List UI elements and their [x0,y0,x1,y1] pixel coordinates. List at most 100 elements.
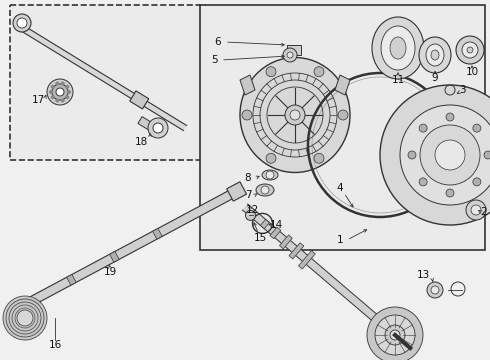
Circle shape [408,151,416,159]
Circle shape [466,200,486,220]
Polygon shape [152,229,162,239]
Circle shape [148,118,168,138]
Polygon shape [243,204,397,338]
Circle shape [6,299,44,337]
Circle shape [338,110,348,120]
Polygon shape [130,91,149,109]
Circle shape [314,67,324,77]
Circle shape [242,110,252,120]
Polygon shape [260,219,270,229]
Circle shape [65,95,69,99]
Circle shape [65,85,69,89]
Circle shape [431,286,439,294]
Text: 19: 19 [103,267,117,277]
Circle shape [367,307,423,360]
Circle shape [462,42,478,58]
Ellipse shape [431,50,439,60]
Polygon shape [67,274,76,285]
Circle shape [420,125,480,185]
Circle shape [17,18,27,28]
Circle shape [47,79,73,105]
Circle shape [266,153,276,163]
Circle shape [456,36,484,64]
Circle shape [52,84,68,100]
Circle shape [13,14,31,32]
Ellipse shape [240,58,350,172]
Circle shape [245,210,255,220]
Circle shape [61,81,65,85]
Text: 16: 16 [49,340,62,350]
Polygon shape [279,235,293,249]
Text: 2: 2 [481,207,488,217]
Circle shape [467,47,473,53]
Circle shape [290,110,300,120]
Circle shape [55,99,59,103]
Circle shape [314,153,324,163]
Circle shape [435,140,465,170]
Circle shape [67,90,71,94]
Circle shape [473,178,481,186]
Text: 1: 1 [337,235,343,245]
Circle shape [446,189,454,197]
Polygon shape [298,251,315,269]
Text: 15: 15 [254,233,267,243]
Circle shape [471,205,481,215]
Circle shape [3,296,47,340]
Circle shape [375,315,415,355]
Ellipse shape [426,44,444,66]
Circle shape [266,67,276,77]
Circle shape [283,48,297,62]
Circle shape [385,325,405,345]
Circle shape [51,85,55,89]
Bar [200,5,485,250]
Circle shape [380,85,490,225]
Circle shape [419,124,427,132]
Circle shape [484,151,490,159]
Circle shape [446,113,454,121]
Polygon shape [13,191,232,314]
Circle shape [17,310,33,326]
Text: 18: 18 [135,137,148,147]
Circle shape [61,99,65,103]
Polygon shape [240,75,255,95]
Text: 6: 6 [215,37,221,47]
Ellipse shape [381,26,415,70]
Text: 13: 13 [417,270,430,280]
Polygon shape [270,227,281,239]
Circle shape [153,123,163,133]
Circle shape [285,105,305,125]
Ellipse shape [419,37,451,73]
Text: 17: 17 [32,95,45,105]
Ellipse shape [262,170,278,180]
Circle shape [419,178,427,186]
Text: 3: 3 [459,85,466,95]
Text: 14: 14 [270,220,283,230]
Circle shape [49,90,53,94]
Ellipse shape [256,184,274,196]
Circle shape [9,302,41,334]
Circle shape [287,52,293,58]
Text: 12: 12 [245,205,259,215]
Text: 7: 7 [245,190,251,200]
Polygon shape [227,182,246,201]
Circle shape [266,171,274,179]
Circle shape [55,81,59,85]
Text: 5: 5 [211,55,217,65]
Text: 10: 10 [466,67,479,77]
Circle shape [12,305,38,331]
Ellipse shape [372,17,424,79]
Polygon shape [110,251,119,262]
Polygon shape [21,26,187,131]
Circle shape [261,186,269,194]
Text: 8: 8 [245,173,251,183]
Text: 4: 4 [337,183,343,193]
Bar [10,5,205,160]
Circle shape [400,105,490,205]
Circle shape [390,330,400,340]
Text: 11: 11 [392,75,405,85]
Polygon shape [138,117,155,131]
Polygon shape [289,243,304,259]
Text: 9: 9 [432,73,439,83]
Circle shape [473,124,481,132]
Polygon shape [335,75,350,95]
